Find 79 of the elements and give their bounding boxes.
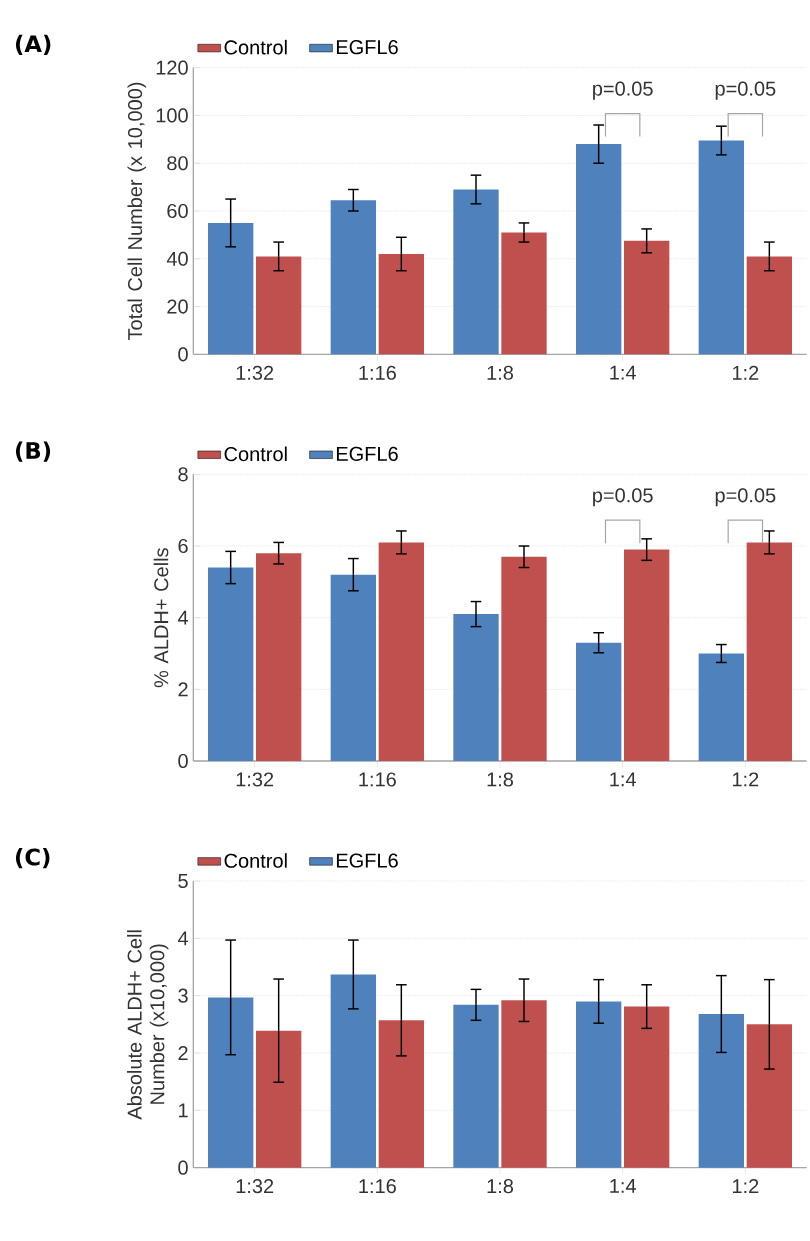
bar <box>624 1006 670 1168</box>
y-tick-label: 20 <box>167 299 188 314</box>
bar <box>746 256 793 355</box>
x-tick-label: 1:16 <box>359 1179 396 1194</box>
bar <box>378 542 424 761</box>
bar <box>330 200 376 355</box>
y-tick-label: 8 <box>178 467 188 482</box>
x-tick-label: 1:32 <box>236 1179 274 1194</box>
y-tick-label: 120 <box>156 60 188 75</box>
chart-title: (B) <box>15 441 51 462</box>
bar <box>256 1030 302 1168</box>
annotation: p=0.05 <box>715 488 776 507</box>
x-tick-label: 1:8 <box>487 365 514 380</box>
bar <box>698 140 744 355</box>
bar <box>208 997 254 1168</box>
y-tick-label: 0 <box>178 347 188 362</box>
bar <box>330 974 376 1168</box>
bar <box>378 1020 424 1168</box>
legend-label: Control <box>224 39 287 55</box>
bar <box>256 553 302 761</box>
bar <box>698 1014 744 1168</box>
bar <box>576 642 622 761</box>
legend-label: EGFL6 <box>336 853 398 868</box>
y-tick-label: 80 <box>167 156 188 171</box>
bar <box>501 556 547 761</box>
chart-title: (A) <box>15 34 51 55</box>
bar <box>453 189 499 355</box>
x-tick-label: 1:2 <box>732 772 759 787</box>
bar <box>746 542 793 761</box>
bar <box>453 614 499 761</box>
x-tick-label: 1:4 <box>610 772 636 787</box>
legend-label: Control <box>224 853 287 868</box>
y-axis-title: Absolute ALDH+ Cell Number (x10,000) <box>127 930 169 1120</box>
y-tick-label: 1 <box>179 1103 188 1118</box>
x-tick-label: 1:32 <box>236 772 274 787</box>
y-tick-label: 6 <box>178 538 188 554</box>
y-axis-title: Total Cell Number (x 10,000) <box>127 82 147 341</box>
x-tick-label: 1:16 <box>359 772 396 787</box>
bar <box>453 1004 499 1168</box>
x-tick-label: 1:2 <box>732 1179 759 1194</box>
legend-label: EGFL6 <box>336 446 398 461</box>
bar <box>576 1001 622 1168</box>
annotation: p=0.05 <box>593 81 653 100</box>
bar <box>330 574 376 761</box>
x-tick-label: 1:8 <box>487 1179 514 1194</box>
y-tick-label: 100 <box>156 108 188 123</box>
y-tick-label: 4 <box>177 931 189 946</box>
bar <box>624 240 670 355</box>
y-tick-label: 0 <box>178 1160 188 1175</box>
bar <box>624 549 670 761</box>
x-tick-label: 1:32 <box>236 365 274 380</box>
x-tick-label: 1:8 <box>487 772 514 787</box>
legend-label: Control <box>224 446 287 462</box>
annotation: p=0.05 <box>715 81 776 100</box>
bar <box>208 222 254 355</box>
bar <box>576 144 622 355</box>
x-tick-label: 1:16 <box>359 365 396 380</box>
bar <box>501 232 547 355</box>
legend-label: EGFL6 <box>336 40 398 55</box>
bar <box>208 567 254 761</box>
y-tick-label: 2 <box>178 1046 188 1060</box>
bar <box>378 254 424 355</box>
y-axis-title: % ALDH+ Cells <box>153 548 169 688</box>
chart-title: (C) <box>15 848 50 869</box>
y-tick-label: 60 <box>167 203 188 219</box>
y-tick-label: 4 <box>177 610 189 625</box>
bar <box>698 653 744 761</box>
annotation: p=0.05 <box>593 488 653 507</box>
y-tick-label: 3 <box>178 988 188 1003</box>
x-tick-label: 1:4 <box>610 1179 636 1193</box>
bar <box>501 1000 547 1168</box>
bar <box>746 1024 793 1168</box>
x-tick-label: 1:2 <box>732 365 759 380</box>
bar <box>256 256 302 355</box>
y-tick-label: 5 <box>178 874 188 888</box>
y-tick-label: 2 <box>178 682 188 697</box>
y-tick-label: 0 <box>178 753 188 769</box>
y-tick-label: 40 <box>166 251 188 266</box>
x-tick-label: 1:4 <box>610 365 636 380</box>
